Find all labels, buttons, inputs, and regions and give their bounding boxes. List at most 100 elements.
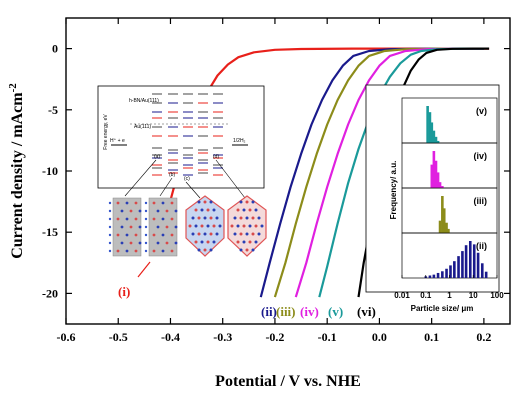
atom — [129, 225, 133, 229]
atom — [138, 209, 142, 213]
atom — [116, 249, 120, 253]
edge-atom — [144, 201, 148, 205]
atom — [116, 233, 120, 237]
inset-label-half-h2: 1/2H₂ — [233, 138, 246, 144]
histogram-bar — [428, 112, 432, 143]
atom — [125, 249, 129, 253]
atom — [165, 209, 169, 213]
atom — [239, 200, 243, 204]
histogram-x-tick-label: 1 — [447, 291, 452, 300]
atom — [191, 232, 195, 236]
histogram-panel-label: (ii) — [476, 241, 487, 251]
curve-label-vi: (vi) — [357, 304, 376, 319]
atom — [152, 201, 156, 205]
histogram-bar — [442, 208, 446, 233]
atom — [245, 216, 249, 220]
series-line-3 — [273, 47, 484, 298]
atom — [165, 225, 169, 229]
atom — [129, 241, 133, 245]
main-axis-ticks: -0.6 -0.5 -0.4 -0.3 -0.2 -0.1 0.0 0.1 0.2 0 -5 -10 -… — [42, 18, 510, 344]
y-tick-label: -15 — [42, 225, 58, 239]
edge-atom — [144, 209, 148, 213]
histogram-panel-label: (iii) — [474, 196, 488, 206]
atom — [197, 216, 201, 220]
histogram-x-tick-label: 100 — [490, 291, 504, 300]
atom — [161, 201, 165, 205]
atom — [138, 225, 142, 229]
energy-inset-ylabel: Free energy, eV — [103, 114, 109, 150]
inset-label-a: (a) — [154, 154, 160, 160]
histogram-bar — [432, 130, 436, 143]
x-tick-label: -0.6 — [57, 330, 76, 344]
atom — [215, 216, 219, 220]
inset-pointer-d — [215, 159, 246, 199]
atom — [209, 200, 213, 204]
atom — [239, 232, 243, 236]
histogram-bar — [453, 261, 456, 278]
structure-d — [227, 195, 267, 257]
edge-atom — [108, 201, 112, 205]
histogram-bar — [468, 241, 472, 278]
histogram-bar — [436, 272, 440, 278]
histogram-bar — [457, 256, 460, 278]
histogram-bar — [447, 228, 450, 233]
energy-inset-frame — [97, 85, 265, 189]
structure-c-atoms — [188, 200, 222, 252]
histogram-bar — [436, 172, 440, 188]
inset-pointer-a — [124, 159, 157, 197]
inset-label-c: (c) — [184, 176, 190, 182]
curve-label-i: (i) — [118, 284, 130, 299]
curve-label-iv: (iv) — [300, 304, 319, 319]
atom — [170, 201, 174, 205]
edge-atom — [108, 209, 112, 213]
atom — [218, 224, 222, 228]
atom — [242, 208, 246, 212]
histogram-bar — [438, 220, 442, 233]
atom — [251, 200, 255, 204]
atom — [242, 240, 246, 244]
atom — [191, 216, 195, 220]
curve-labels: (i) (ii) (iii) (iv) (v) (vi) — [118, 261, 376, 319]
atom — [134, 201, 138, 205]
inset-label-h-plus: H⁺ + e — [110, 138, 125, 144]
histogram-panel-label: (v) — [476, 106, 487, 116]
series-line-2 — [259, 47, 484, 298]
atom — [206, 224, 210, 228]
x-tick-label: -0.1 — [318, 330, 337, 344]
histogram-x-tick-label: 0.01 — [394, 291, 410, 300]
structure-b — [144, 197, 178, 257]
histogram-xlabel: Particle size/ μm — [411, 304, 474, 313]
histogram-x-tick-label: 10 — [469, 291, 478, 300]
atom — [212, 224, 216, 228]
histogram-bar — [426, 106, 429, 143]
atom — [236, 240, 240, 244]
y-axis-title-sup: -2 — [7, 83, 19, 93]
histogram-bar — [432, 274, 436, 278]
curve-label-ii: (ii) — [261, 304, 277, 319]
atom — [236, 208, 240, 212]
atom — [230, 224, 234, 228]
edge-atom — [108, 217, 112, 221]
atom — [245, 248, 249, 252]
atom — [203, 216, 207, 220]
atom — [156, 209, 160, 213]
atom — [125, 217, 129, 221]
atom — [170, 217, 174, 221]
edge-atom — [108, 233, 112, 237]
inset-label-d: (d) — [213, 154, 219, 160]
atom — [152, 249, 156, 253]
atom — [245, 232, 249, 236]
histogram-bar — [445, 268, 448, 278]
atom — [156, 225, 160, 229]
atom — [170, 249, 174, 253]
edge-atom — [144, 233, 148, 237]
atom — [194, 208, 198, 212]
histogram-bar — [484, 271, 488, 278]
atom — [215, 232, 219, 236]
atom — [194, 240, 198, 244]
atom — [200, 208, 204, 212]
inset-label-hbn: h-BN/Au(111) — [129, 98, 159, 104]
inset-pointer-c — [185, 181, 201, 199]
series-line-4 — [294, 47, 484, 298]
